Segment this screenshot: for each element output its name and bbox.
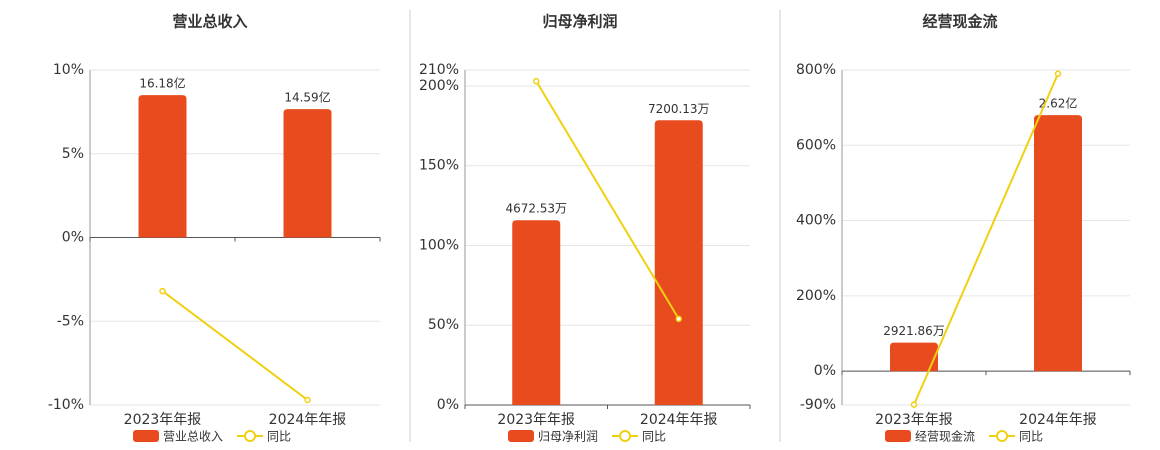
legend-swatch bbox=[508, 430, 534, 442]
line bbox=[535, 80, 680, 320]
x-tick-label: 2023年年报 bbox=[124, 412, 202, 428]
x-tick-label: 2024年年报 bbox=[1019, 412, 1097, 428]
line-point bbox=[159, 287, 166, 295]
value-label: 16.18亿 bbox=[139, 76, 185, 91]
y-tick-label: 0% bbox=[62, 230, 84, 246]
y-tick-label: 200% bbox=[796, 288, 836, 304]
y-tick-label: 0% bbox=[437, 397, 459, 413]
y-tick-label: -90% bbox=[800, 397, 836, 413]
legend-label: 归母净利润 bbox=[538, 430, 598, 444]
legend-label: 经营现金流 bbox=[915, 429, 975, 444]
x-tick-label: 2023年年报 bbox=[497, 412, 575, 428]
legend-label: 同比 bbox=[1019, 430, 1043, 444]
bar bbox=[512, 220, 561, 405]
x-tick-label: 2024年年报 bbox=[640, 412, 718, 428]
x-tick-label: 2024年年报 bbox=[269, 412, 347, 428]
bar bbox=[283, 109, 332, 238]
bar bbox=[138, 95, 187, 238]
y-tick-label: 150% bbox=[419, 158, 459, 174]
line bbox=[913, 73, 1059, 406]
line bbox=[161, 290, 309, 401]
chart-title: 经营现金流 bbox=[922, 13, 997, 31]
value-label: 2921.86万 bbox=[883, 324, 945, 338]
line-point bbox=[304, 396, 311, 404]
bar bbox=[1034, 115, 1082, 372]
value-label: 14.59亿 bbox=[284, 90, 330, 105]
chart-title: 归母净利润 bbox=[542, 13, 617, 31]
y-tick-label: 400% bbox=[796, 213, 836, 229]
line-point bbox=[533, 77, 540, 85]
value-label: 4672.53万 bbox=[505, 202, 567, 216]
y-tick-label: 10% bbox=[53, 62, 84, 78]
bar bbox=[654, 120, 703, 405]
legend-marker bbox=[244, 430, 257, 442]
x-tick-label: 2023年年报 bbox=[875, 412, 953, 428]
y-tick-label: 50% bbox=[428, 317, 459, 333]
legend-label: 同比 bbox=[267, 430, 291, 444]
legend-swatch bbox=[885, 430, 911, 442]
y-tick-label: 0% bbox=[814, 363, 836, 379]
y-tick-label: 800% bbox=[796, 62, 836, 78]
y-tick-label: 100% bbox=[419, 237, 459, 253]
y-tick-label: -10% bbox=[48, 397, 84, 413]
bar bbox=[890, 342, 938, 372]
value-label: 7200.13万 bbox=[648, 102, 710, 116]
chart-title: 营业总收入 bbox=[172, 13, 247, 31]
y-tick-label: 210% bbox=[419, 62, 459, 78]
y-tick-label: -5% bbox=[57, 313, 84, 329]
line-point bbox=[675, 315, 682, 323]
legend-marker bbox=[996, 430, 1009, 442]
legend-marker bbox=[619, 430, 632, 442]
y-tick-label: 5% bbox=[62, 146, 84, 162]
line-point bbox=[1054, 70, 1062, 78]
y-tick-label: 600% bbox=[796, 137, 836, 153]
legend-swatch bbox=[133, 430, 159, 442]
y-tick-label: 200% bbox=[419, 78, 459, 94]
value-label: 2.62亿 bbox=[1039, 96, 1078, 111]
legend-label: 营业总收入 bbox=[163, 430, 223, 444]
line-point bbox=[910, 401, 918, 408]
legend-label: 同比 bbox=[642, 430, 666, 444]
